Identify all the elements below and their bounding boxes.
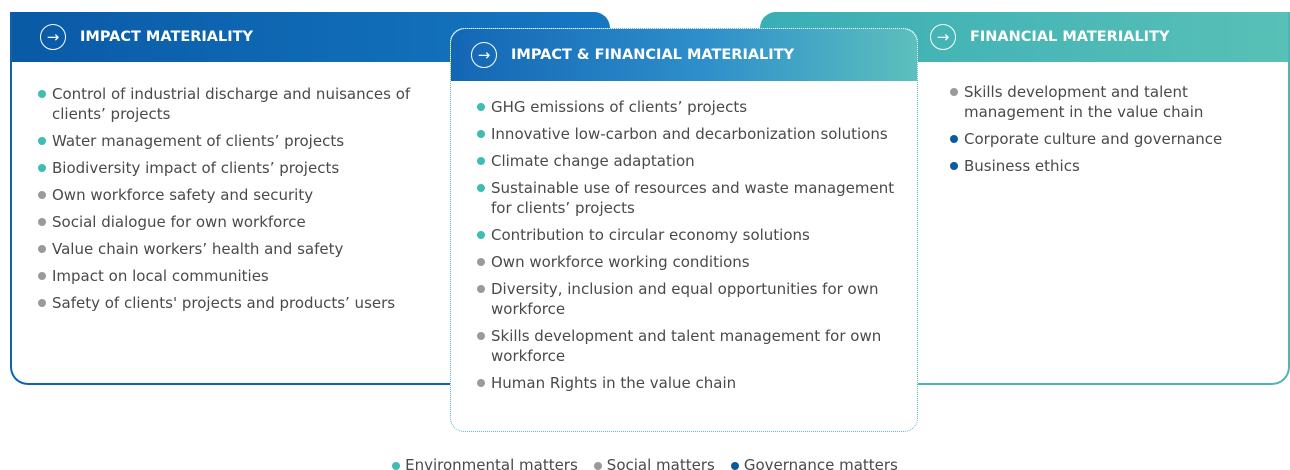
legend-dot	[392, 462, 401, 470]
legend-label: Governance matters	[743, 456, 898, 470]
item: Value chain workers’ health and safety	[38, 239, 418, 259]
item-text: Impact on local communities	[52, 267, 269, 285]
item: Biodiversity impact of clients’ projects	[38, 158, 418, 178]
matter-dot	[477, 103, 485, 111]
legend: Environmental matters Social matters Gover…	[0, 456, 1290, 470]
item-text: Business ethics	[964, 157, 1080, 175]
item: GHG emissions of clients’ projects	[477, 97, 897, 117]
item-text: Own workforce working conditions	[491, 253, 750, 271]
item: Innovative low-carbon and decarbonizatio…	[477, 124, 897, 144]
matter-dot	[38, 218, 46, 226]
item-text: GHG emissions of clients’ projects	[491, 98, 748, 116]
panel: → IMPACT & FINANCIAL MATERIALITY GHG emiss…	[450, 28, 918, 432]
item-text: Human Rights in the value chain	[491, 374, 737, 392]
item: Contribution to circular economy solutio…	[477, 225, 897, 245]
item-text: Diversity, inclusion and equal opportuni…	[491, 280, 879, 318]
item: Skills development and talent management…	[477, 326, 897, 366]
item-text: Biodiversity impact of clients’ projects	[52, 159, 340, 177]
legend-entry: Environmental matters	[392, 456, 578, 470]
item-text: Own workforce safety and security	[52, 186, 314, 204]
panel-title: IMPACT MATERIALITY	[80, 29, 254, 45]
matter-dot	[477, 285, 485, 293]
item: Corporate culture and governance	[950, 129, 1260, 149]
matter-dot	[477, 130, 485, 138]
item-text: Skills development and talent management…	[491, 327, 882, 365]
matter-dot	[950, 88, 958, 96]
item-list: Skills development and talent management…	[950, 82, 1260, 183]
matter-dot	[477, 157, 485, 165]
arrow-icon: →	[40, 24, 66, 50]
arrow-icon: →	[930, 24, 956, 50]
matter-dot	[38, 245, 46, 253]
item-text: Water management of clients’ projects	[52, 132, 345, 150]
item: Diversity, inclusion and equal opportuni…	[477, 279, 897, 319]
item: Skills development and talent management…	[950, 82, 1260, 122]
item: Impact on local communities	[38, 266, 418, 286]
matter-dot	[38, 90, 46, 98]
matter-dot	[38, 191, 46, 199]
panel-title: FINANCIAL MATERIALITY	[970, 29, 1170, 45]
matter-dot	[38, 272, 46, 280]
legend-label: Social matters	[606, 456, 715, 470]
legend-label: Environmental matters	[405, 456, 578, 470]
item-text: Control of industrial discharge and nuis…	[52, 85, 411, 123]
matter-dot	[38, 164, 46, 172]
item-text: Skills development and talent management…	[964, 83, 1204, 121]
legend-dot	[730, 462, 739, 470]
item: Own workforce working conditions	[477, 252, 897, 272]
item-text: Innovative low-carbon and decarbonizatio…	[491, 125, 888, 143]
item: Safety of clients' projects and products…	[38, 293, 418, 313]
matter-dot	[477, 231, 485, 239]
item-list: GHG emissions of clients’ projects Innova…	[477, 97, 897, 400]
legend-dot	[593, 462, 602, 470]
item-text: Corporate culture and governance	[964, 130, 1223, 148]
matter-dot	[950, 135, 958, 143]
item-list: Control of industrial discharge and nuis…	[38, 84, 418, 320]
matter-dot	[38, 137, 46, 145]
matter-dot	[477, 258, 485, 266]
item: Water management of clients’ projects	[38, 131, 418, 151]
item: Own workforce safety and security	[38, 185, 418, 205]
item-text: Social dialogue for own workforce	[52, 213, 306, 231]
arrow-icon: →	[471, 42, 497, 68]
item: Social dialogue for own workforce	[38, 212, 418, 232]
item-text: Value chain workers’ health and safety	[52, 240, 344, 258]
matter-dot	[477, 332, 485, 340]
item-text: Climate change adaptation	[491, 152, 695, 170]
panel-header: → IMPACT & FINANCIAL MATERIALITY	[451, 29, 917, 81]
matter-dot	[950, 162, 958, 170]
matter-dot	[477, 379, 485, 387]
item-text: Safety of clients' projects and products…	[52, 294, 396, 312]
matter-dot	[38, 299, 46, 307]
item: Sustainable use of resources and waste m…	[477, 178, 897, 218]
item-text: Contribution to circular economy solutio…	[491, 226, 810, 244]
item-text: Sustainable use of resources and waste m…	[491, 179, 895, 217]
item: Human Rights in the value chain	[477, 373, 897, 393]
item: Business ethics	[950, 156, 1260, 176]
legend-entry: Governance matters	[730, 456, 898, 470]
legend-entry: Social matters	[593, 456, 715, 470]
item: Climate change adaptation	[477, 151, 897, 171]
panel-title: IMPACT & FINANCIAL MATERIALITY	[511, 47, 795, 63]
item: Control of industrial discharge and nuis…	[38, 84, 418, 124]
matter-dot	[477, 184, 485, 192]
